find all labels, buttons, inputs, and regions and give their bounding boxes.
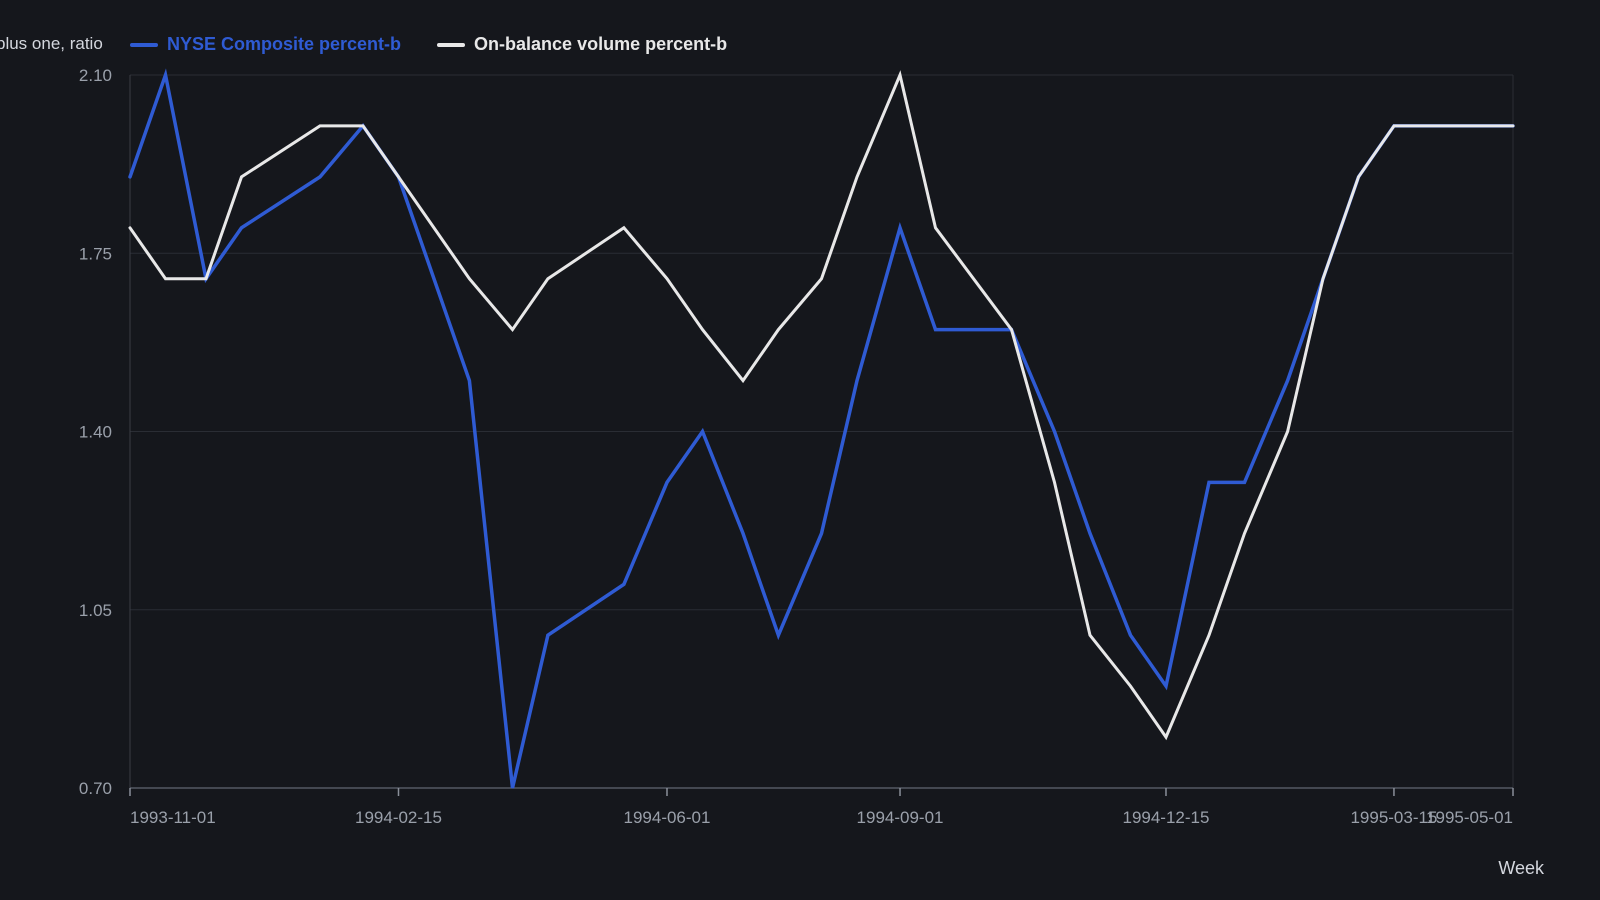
legend-item-obv[interactable]: On-balance volume percent-b [437,34,727,55]
y-tick-label: 1.75 [79,244,112,263]
y-tick-label: 2.10 [79,66,112,85]
x-tick-label: 1994-12-15 [1122,808,1209,827]
x-tick-label: 1994-09-01 [857,808,944,827]
x-tick-label: 1994-02-15 [355,808,442,827]
legend-swatch-nyse [130,42,158,47]
legend-swatch-obv [437,42,466,47]
y-tick-label: 1.40 [79,423,112,442]
x-axis-title: Week [1498,858,1544,878]
legend-label-nyse: NYSE Composite percent-b [167,34,402,54]
legend: NYSE Composite percent-b On-balance volu… [130,34,727,55]
x-tick-label: 1994-06-01 [624,808,711,827]
legend-item-nyse[interactable]: NYSE Composite percent-b [130,34,401,55]
y-axis-title: plus one, ratio [0,34,103,53]
x-tick-label: 1995-03-15 [1350,808,1437,827]
x-tick-label: 1993-11-01 [130,808,216,827]
series-line-obv [128,70,1515,741]
y-tick-label: 0.70 [79,779,112,798]
y-tick-label: 1.05 [79,601,112,620]
legend-label-obv: On-balance volume percent-b [474,34,728,54]
x-tick-label: 1995-05-01 [1426,808,1513,827]
